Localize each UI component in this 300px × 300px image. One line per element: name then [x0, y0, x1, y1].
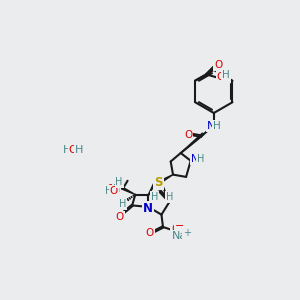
Text: O: O: [146, 228, 154, 238]
Text: N: N: [143, 202, 153, 215]
Text: H: H: [166, 192, 174, 202]
Text: O: O: [68, 145, 77, 155]
Polygon shape: [181, 133, 204, 153]
Text: O: O: [171, 224, 179, 234]
Text: S: S: [154, 176, 163, 189]
Text: +: +: [183, 228, 191, 238]
Text: H: H: [213, 121, 221, 131]
Polygon shape: [148, 183, 155, 195]
Text: N: N: [206, 121, 215, 131]
Polygon shape: [162, 175, 173, 182]
Text: O: O: [116, 212, 124, 222]
Text: N: N: [191, 154, 198, 164]
Text: O: O: [214, 60, 222, 70]
Text: H: H: [105, 186, 113, 196]
Text: O: O: [106, 184, 115, 194]
Text: H: H: [116, 177, 123, 187]
Text: O: O: [184, 130, 193, 140]
Polygon shape: [122, 188, 135, 195]
Text: H: H: [75, 145, 83, 155]
Text: H: H: [222, 70, 230, 80]
Text: O: O: [110, 186, 118, 196]
Text: H: H: [119, 199, 127, 209]
Text: H: H: [197, 154, 204, 164]
Text: H: H: [151, 192, 158, 202]
Text: H: H: [113, 184, 121, 194]
Text: Na: Na: [172, 231, 188, 241]
Text: O: O: [216, 72, 225, 82]
Text: −: −: [175, 221, 184, 231]
Text: H: H: [63, 145, 72, 155]
